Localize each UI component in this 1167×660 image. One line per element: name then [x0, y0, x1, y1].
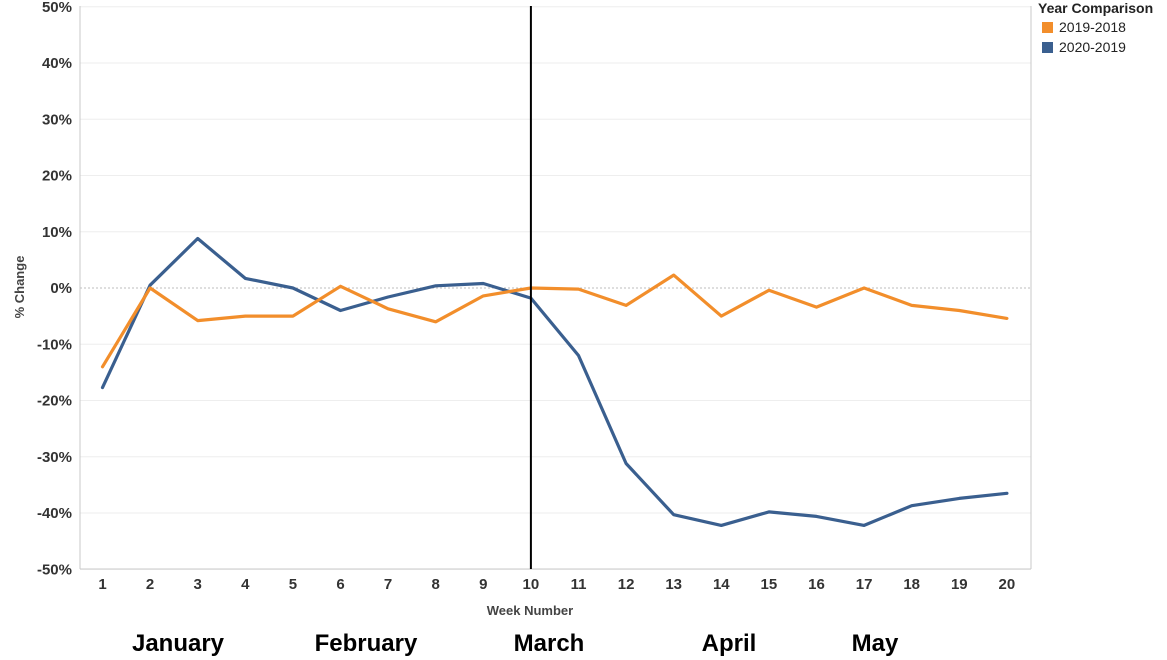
x-tick-label: 6 — [336, 576, 344, 593]
month-label: February — [315, 630, 418, 657]
series-lines — [100, 6, 1009, 569]
x-tick-label: 14 — [713, 576, 730, 593]
legend-items: 2019-2018 2020-2019 — [1038, 19, 1167, 55]
x-axis-title: Week Number — [487, 603, 573, 618]
x-tick-label: 10 — [523, 576, 540, 593]
month-label: April — [702, 630, 757, 657]
x-tick-label: 5 — [289, 576, 297, 593]
month-label: March — [514, 630, 585, 657]
y-tick-label: 50% — [42, 0, 72, 16]
y-tick-label: -50% — [37, 561, 72, 578]
y-tick-label: 0% — [50, 280, 72, 297]
x-tick-label: 7 — [384, 576, 392, 593]
x-tick-label: 19 — [951, 576, 968, 593]
y-tick-label: -20% — [37, 393, 72, 410]
legend-label: 2019-2018 — [1059, 19, 1126, 35]
y-tick-label: 30% — [42, 111, 72, 128]
x-tick-label: 4 — [241, 576, 250, 593]
y-axis-title: % Change — [12, 256, 27, 319]
x-tick-label: 9 — [479, 576, 487, 593]
series-line-2020-2019 — [100, 236, 1009, 528]
x-tick-label: 17 — [856, 576, 873, 593]
legend-title: Year Comparison — [1038, 0, 1154, 16]
y-axis-ticks: 50% 40% 30% 20% 10% 0% -10% -20% -30% -40% -50% — [37, 0, 72, 578]
legend: Year Comparison 2019-2018 2020-2019 — [1038, 0, 1167, 59]
y-tick-label: 20% — [42, 168, 72, 185]
legend-item: 2019-2018 — [1042, 19, 1167, 35]
series-line-2019-2018 — [100, 273, 1009, 369]
x-tick-label: 16 — [808, 576, 825, 593]
x-tick-label: 18 — [903, 576, 920, 593]
month-label: May — [852, 630, 899, 657]
month-labels: January February March April May — [132, 630, 899, 657]
gridlines — [80, 6, 1031, 570]
x-tick-label: 15 — [761, 576, 778, 593]
legend-swatch — [1042, 41, 1053, 53]
x-tick-label: 1 — [98, 576, 106, 593]
x-tick-label: 13 — [665, 576, 682, 593]
y-tick-label: 40% — [42, 55, 72, 72]
plot-frame — [79, 6, 1032, 570]
x-tick-label: 20 — [999, 576, 1016, 593]
y-tick-label: -40% — [37, 505, 72, 522]
x-tick-label: 11 — [571, 576, 587, 593]
y-tick-label: -30% — [37, 449, 72, 466]
x-tick-label: 3 — [194, 576, 202, 593]
x-tick-label: 8 — [432, 576, 440, 593]
y-tick-label: -10% — [37, 336, 72, 353]
x-tick-label: 2 — [146, 576, 154, 593]
x-tick-label: 12 — [618, 576, 635, 593]
x-axis-ticks: 1 2 3 4 5 6 7 8 9 10 11 12 13 14 15 16 17 18 19 20 — [98, 576, 1015, 593]
y-tick-label: 10% — [42, 224, 72, 241]
legend-swatch — [1042, 21, 1053, 33]
legend-label: 2020-2019 — [1059, 39, 1126, 55]
month-label: January — [132, 630, 225, 657]
legend-item: 2020-2019 — [1042, 39, 1167, 55]
